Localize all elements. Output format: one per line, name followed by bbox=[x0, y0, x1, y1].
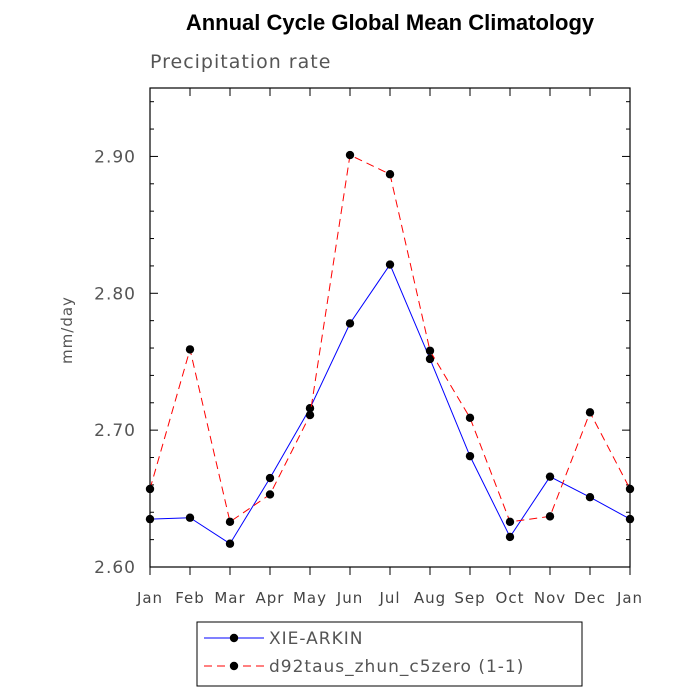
x-tick-label: Jul bbox=[378, 589, 400, 607]
x-tick-label: Sep bbox=[454, 589, 485, 607]
data-point-xie-arkin bbox=[425, 354, 435, 364]
data-point-d92taus bbox=[545, 512, 555, 521]
legend-label-xie-arkin: XIE-ARKIN bbox=[269, 629, 363, 649]
x-tick-label: Aug bbox=[414, 589, 446, 607]
data-point-xie-arkin bbox=[185, 513, 195, 522]
y-tick-label: 2.80 bbox=[94, 284, 136, 304]
data-point-xie-arkin bbox=[145, 514, 155, 524]
x-tick-label: Jan bbox=[616, 589, 643, 607]
data-point-d92taus bbox=[265, 490, 275, 499]
y-tick-label: 2.60 bbox=[94, 558, 136, 578]
legend: XIE-ARKIN d92taus_zhun_c5zero (1-1) bbox=[196, 621, 583, 687]
data-point-xie-arkin bbox=[305, 404, 315, 413]
x-tick-label: Apr bbox=[256, 589, 285, 607]
x-tick-label: Jan bbox=[136, 589, 163, 607]
data-point-xie-arkin bbox=[385, 260, 395, 269]
data-point-d92taus bbox=[625, 484, 635, 494]
x-tick-label: Nov bbox=[534, 589, 566, 607]
data-point-xie-arkin bbox=[265, 473, 275, 483]
data-point-xie-arkin bbox=[345, 319, 355, 328]
data-point-d92taus bbox=[345, 150, 355, 160]
data-point-d92taus bbox=[225, 517, 235, 527]
data-point-xie-arkin bbox=[625, 514, 635, 524]
chart-subtitle: Precipitation rate bbox=[150, 51, 331, 73]
series-layer bbox=[145, 150, 635, 548]
chart-title: Annual Cycle Global Mean Climatology bbox=[186, 10, 595, 35]
y-tick-label: 2.90 bbox=[94, 147, 136, 167]
data-point-xie-arkin bbox=[225, 539, 235, 548]
y-axis-label: mm/day bbox=[58, 296, 76, 364]
x-tick-label: Jun bbox=[336, 589, 363, 607]
data-point-xie-arkin bbox=[505, 532, 515, 542]
axis-ticks bbox=[149, 88, 631, 575]
x-tick-labels: Jan Feb Mar Apr May Jun Jul Aug Sep Oct Nov Dec Jan bbox=[136, 589, 643, 607]
data-point-d92taus bbox=[585, 408, 595, 417]
x-tick-label: Dec bbox=[574, 589, 606, 607]
x-tick-label: Mar bbox=[214, 589, 245, 607]
y-tick-labels: 2.60 2.70 2.80 2.90 bbox=[94, 147, 136, 578]
x-tick-label: Oct bbox=[496, 589, 525, 607]
data-point-d92taus bbox=[385, 170, 395, 179]
data-point-d92taus bbox=[185, 345, 195, 354]
x-tick-label: May bbox=[293, 589, 327, 607]
series-line-d92taus bbox=[149, 154, 631, 523]
data-point-xie-arkin bbox=[585, 493, 595, 502]
data-point-xie-arkin bbox=[545, 472, 555, 481]
series-line-xie-arkin bbox=[149, 263, 631, 545]
data-point-xie-arkin bbox=[465, 451, 475, 461]
data-point-d92taus bbox=[305, 410, 315, 420]
legend-marker-d92taus bbox=[229, 661, 239, 671]
data-point-d92taus bbox=[505, 517, 515, 527]
legend-box bbox=[196, 621, 583, 687]
legend-label-d92taus: d92taus_zhun_c5zero (1-1) bbox=[269, 657, 524, 677]
data-point-d92taus bbox=[145, 484, 155, 494]
y-tick-label: 2.70 bbox=[94, 421, 136, 441]
data-point-d92taus bbox=[465, 413, 475, 423]
legend-marker-xie-arkin bbox=[229, 633, 239, 643]
x-tick-label: Feb bbox=[175, 589, 205, 607]
data-point-d92taus bbox=[425, 346, 435, 355]
